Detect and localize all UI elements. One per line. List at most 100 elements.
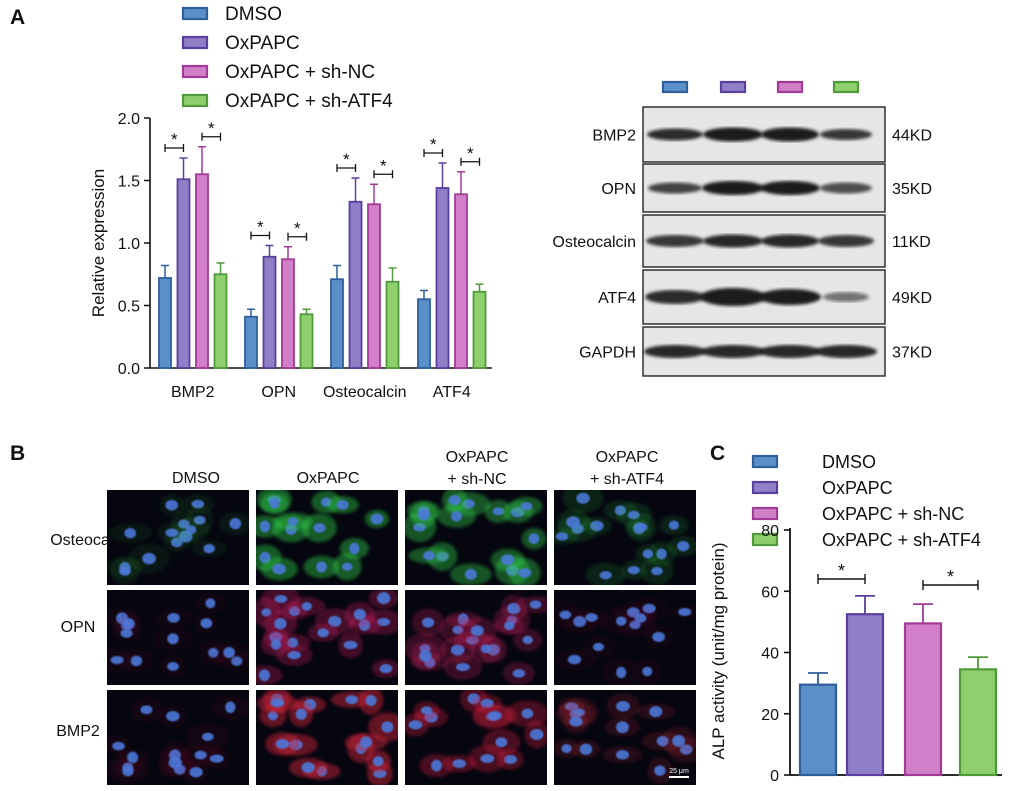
- nucleus: [408, 720, 423, 730]
- nucleus: [495, 737, 508, 748]
- sig-star-a: *: [430, 135, 437, 154]
- nucleus: [343, 640, 358, 650]
- sig-star-a: *: [208, 119, 215, 138]
- nucleus: [127, 751, 139, 764]
- nucleus: [567, 654, 582, 665]
- nucleus: [420, 706, 433, 715]
- nucleus: [140, 705, 153, 715]
- nucleus: [167, 612, 180, 623]
- nucleus: [503, 754, 518, 764]
- nucleus: [529, 728, 544, 741]
- nucleus: [417, 508, 431, 521]
- blot-protein-label: Osteocalcin: [552, 234, 636, 251]
- legend-c-swatch-1: [751, 480, 779, 495]
- nucleus: [616, 721, 629, 734]
- nucleus: [168, 756, 182, 769]
- bar-a-ATF4-3: [472, 290, 487, 369]
- micrograph-content: [257, 690, 398, 785]
- nucleus: [287, 650, 301, 660]
- blot-size-label: 37KD: [892, 345, 932, 362]
- nucleus: [651, 566, 663, 576]
- legend-a-swatch-3: [181, 93, 209, 108]
- bar-a-BMP2-3: [213, 273, 228, 369]
- chart-panel-a: Relative expression 0.0 0.5 1.0 1.5 2.0 * * BMP…: [89, 111, 492, 401]
- legend-a-swatch-2: [181, 64, 209, 79]
- nucleus: [124, 527, 137, 539]
- nucleus: [225, 701, 236, 714]
- nucleus: [185, 525, 197, 535]
- micrograph-tile: [405, 490, 547, 585]
- legend-c-label-3: OxPAPC + sh-ATF4: [822, 530, 981, 550]
- blot-band: [820, 182, 872, 194]
- legend-c-swatch-0: [751, 454, 779, 469]
- nucleus: [503, 621, 515, 631]
- y-axis-label-c: ALP activity (unit/mg protein): [709, 543, 728, 760]
- legend-c-swatch-3: [751, 532, 779, 547]
- nucleus: [652, 631, 665, 643]
- nucleus: [120, 628, 133, 638]
- blot-protein-label: BMP2: [592, 128, 636, 145]
- legend-c-label-0: DMSO: [822, 452, 876, 472]
- nucleus: [627, 566, 641, 575]
- nucleus: [119, 566, 131, 576]
- bar-c-3: [958, 668, 998, 777]
- bar-a-ATF4-0: [417, 298, 431, 369]
- nucleus: [269, 498, 280, 509]
- blot-band: [645, 290, 705, 304]
- micrograph-tile: [256, 590, 398, 685]
- blot-protein-label: GAPDH: [579, 345, 636, 362]
- sig-star-a: *: [294, 219, 301, 238]
- micrograph-tile: [405, 690, 547, 785]
- nucleus: [579, 743, 593, 755]
- nucleus: [616, 700, 630, 712]
- nucleus: [555, 532, 569, 541]
- nucleus: [521, 708, 534, 719]
- nucleus: [448, 495, 461, 506]
- nucleus: [585, 613, 598, 622]
- micrograph-tile: [405, 590, 547, 685]
- chart-panel-c: ALP activity (unit/mg protein) 0 20 40 60 80…: [709, 523, 1002, 785]
- micrograph-column-label: + sh-NC: [447, 471, 506, 488]
- x-tick-label-a: Osteocalcin: [323, 384, 407, 401]
- legend-c-label-1: OxPAPC: [822, 478, 893, 498]
- nucleus: [672, 734, 686, 747]
- blot-lane-swatch-1: [719, 80, 747, 94]
- nucleus: [142, 552, 156, 565]
- nucleus: [301, 762, 315, 774]
- western-blot: BMP2 44KD OPN 35KD Osteocalcin 11KD ATF4 49KD GA…: [552, 80, 932, 377]
- nucleus: [452, 759, 466, 769]
- nucleus: [189, 766, 203, 778]
- micrograph-tile: [107, 690, 249, 785]
- nucleus: [370, 513, 384, 525]
- legend-panel-c: DMSO OxPAPC OxPAPC + sh-NC OxPAPC + sh-ATF4: [751, 452, 981, 550]
- nucleus: [130, 655, 143, 667]
- blot-band: [820, 129, 872, 140]
- y-tick-label-c: 40: [761, 646, 779, 663]
- nucleus: [270, 639, 282, 650]
- micrograph-content: [256, 490, 390, 581]
- legend-c-label-2: OxPAPC + sh-NC: [822, 504, 964, 524]
- bar-c-0: [798, 683, 838, 777]
- bar-a-ATF4-1: [435, 187, 450, 369]
- nucleus: [122, 765, 134, 777]
- nucleus: [480, 644, 492, 654]
- sig-star-a: *: [343, 150, 350, 169]
- micrograph-tile: [256, 690, 398, 785]
- nucleus: [165, 528, 179, 537]
- micrograph-content: [405, 594, 547, 685]
- blot-band: [761, 234, 819, 248]
- nucleus: [353, 608, 366, 621]
- bar-a-Osteocalcin-0: [330, 278, 344, 369]
- legend-panel-a: DMSO OxPAPC OxPAPC + sh-NC OxPAPC + sh-ATF4: [181, 4, 393, 112]
- nucleus: [365, 694, 377, 706]
- nucleus: [267, 710, 278, 721]
- nucleus: [295, 708, 307, 720]
- blot-band: [700, 288, 766, 306]
- nucleus: [566, 516, 581, 528]
- blot-lane-swatch-2: [776, 80, 804, 94]
- micrograph-row-label: BMP2: [56, 723, 100, 740]
- bar-a-BMP2-1: [176, 178, 191, 369]
- blot-band: [646, 235, 704, 247]
- scale-bar-label: 25 μm: [669, 768, 689, 775]
